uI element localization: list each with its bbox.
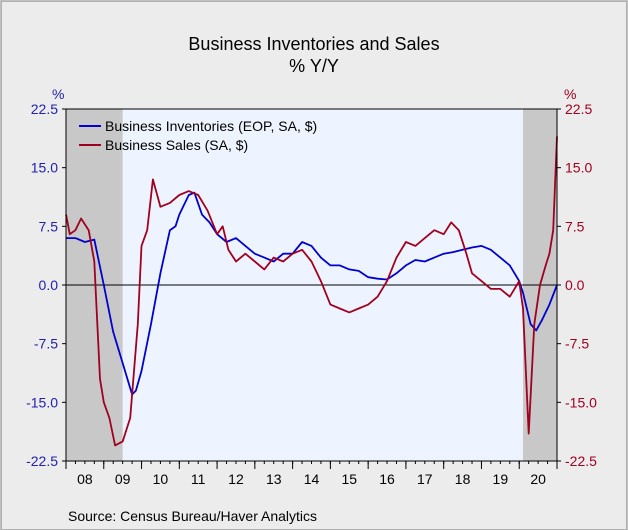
x-tick-label: 18	[455, 471, 471, 487]
legend-label-1: Business Sales (SA, $)	[105, 137, 248, 153]
x-tick-label: 15	[341, 471, 357, 487]
left-y-tick-label: -15.0	[26, 394, 58, 410]
right-y-tick-label: 22.5	[565, 101, 592, 117]
left-unit-label: %	[52, 86, 65, 102]
right-y-tick-label: 7.5	[565, 218, 585, 234]
right-y-tick-label: 15.0	[565, 160, 592, 176]
series-line-1	[65, 136, 558, 447]
right-y-tick-label: -15.0	[565, 394, 597, 410]
left-y-tick-label: 7.5	[39, 218, 59, 234]
x-tick-label: 16	[379, 471, 395, 487]
x-tick-label: 09	[115, 471, 131, 487]
chart-subtitle: % Y/Y	[289, 56, 339, 76]
x-tick-label: 17	[417, 471, 433, 487]
left-y-tick-label: 15.0	[31, 160, 58, 176]
right-unit-label: %	[564, 86, 577, 102]
x-tick-label: 14	[304, 471, 320, 487]
x-tick-label: 08	[77, 471, 93, 487]
series-line-0	[66, 191, 558, 396]
right-y-tick-label: -22.5	[565, 453, 597, 469]
chart-title: Business Inventories and Sales	[188, 34, 440, 54]
x-tick-label: 10	[153, 471, 169, 487]
left-y-tick-label: 22.5	[31, 101, 58, 117]
left-y-tick-label: -7.5	[34, 336, 58, 352]
x-tick-label: 19	[493, 471, 509, 487]
x-tick-label: 13	[266, 471, 282, 487]
plot-border	[65, 108, 558, 462]
x-tick-label: 11	[191, 471, 206, 487]
right-y-tick-label: 0.0	[565, 277, 585, 293]
right-y-tick-label: -7.5	[565, 336, 589, 352]
x-tick-label: 20	[530, 471, 546, 487]
left-y-tick-label: 0.0	[39, 277, 59, 293]
x-tick-label: 12	[228, 471, 244, 487]
source-note: Source: Census Bureau/Haver Analytics	[68, 508, 318, 524]
left-y-tick-label: -22.5	[26, 453, 58, 469]
legend-label-0: Business Inventories (EOP, SA, $)	[105, 118, 317, 134]
